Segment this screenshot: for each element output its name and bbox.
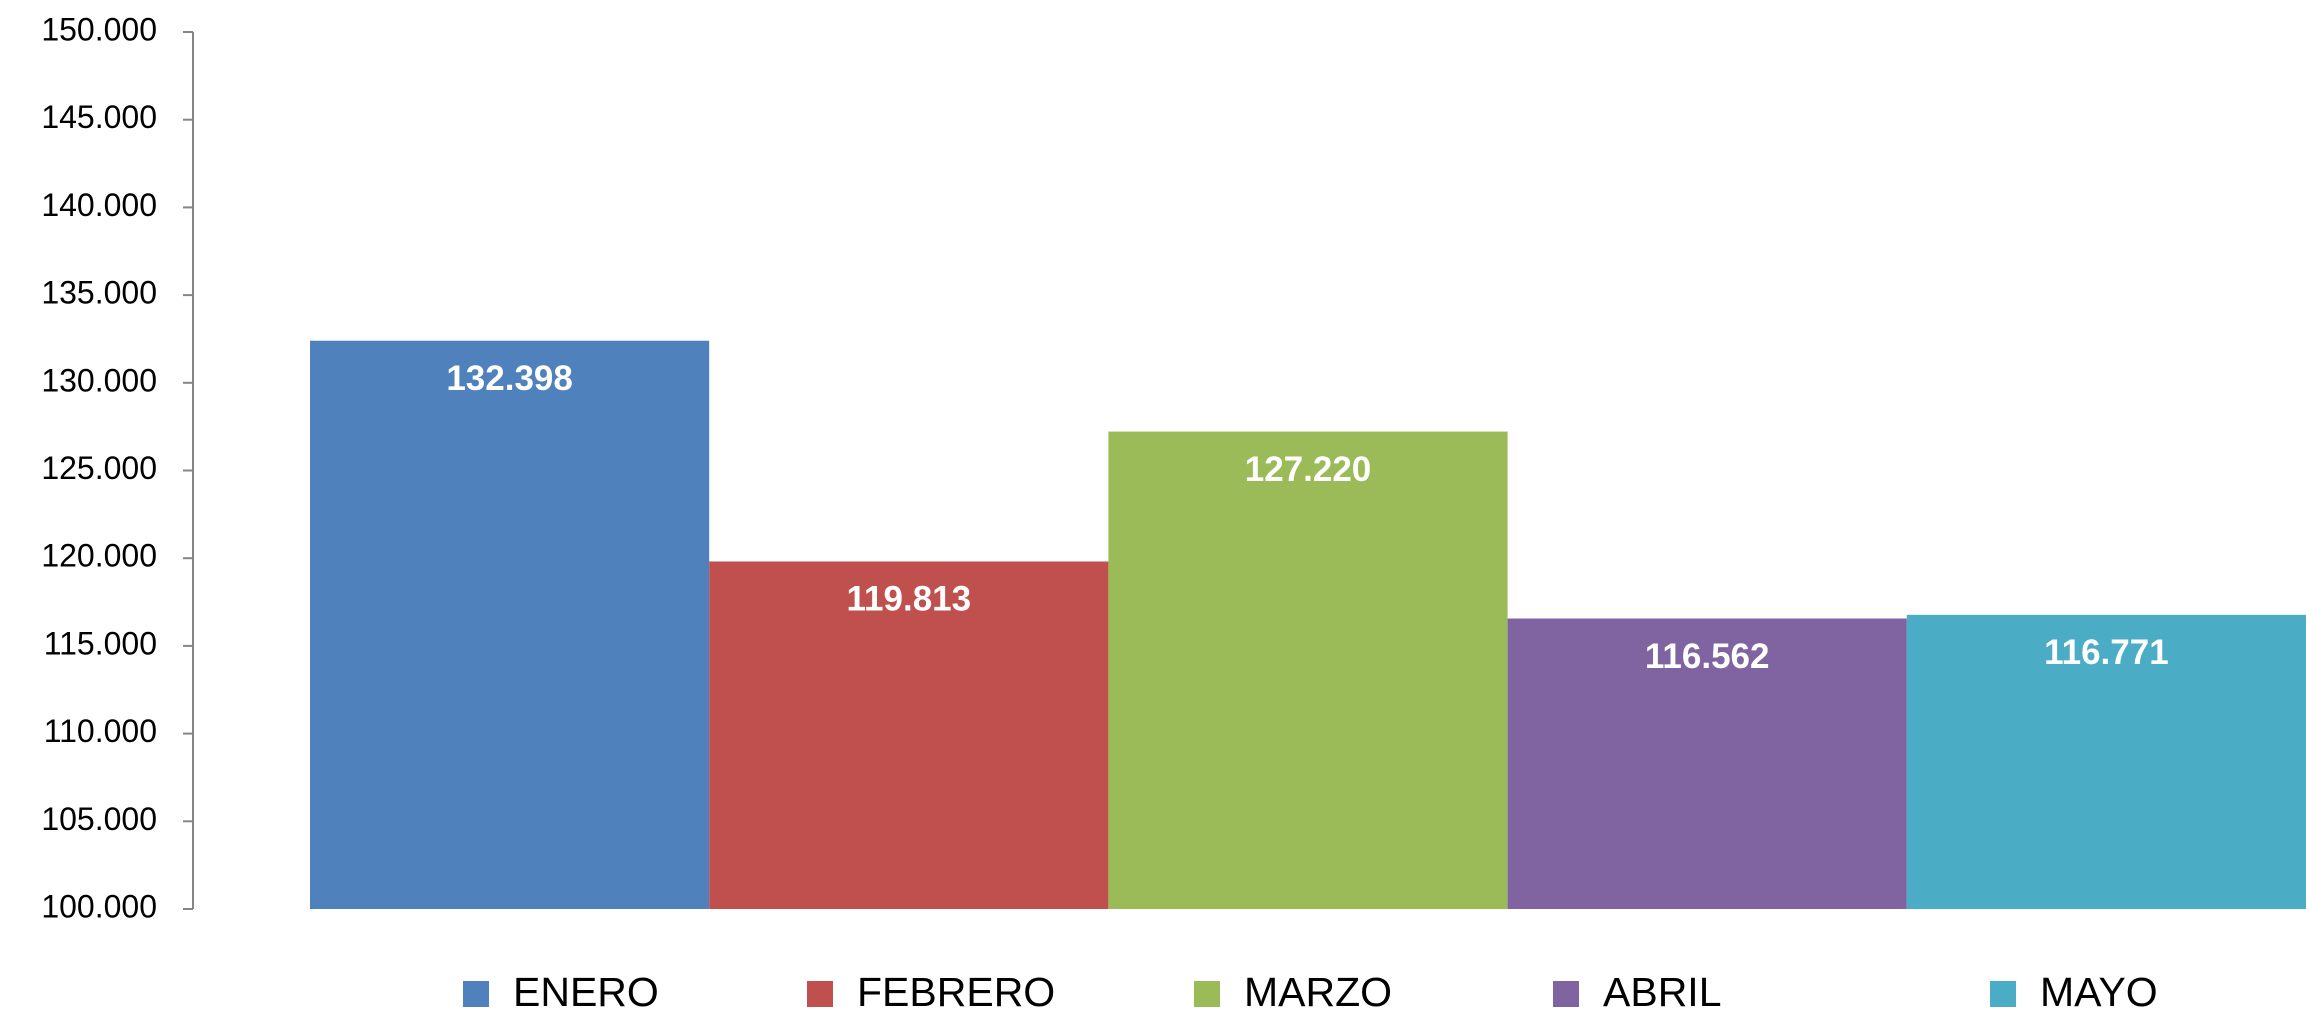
bar (1507, 618, 1907, 909)
bar (1906, 614, 2306, 909)
y-tick-label: 115.000 (44, 625, 157, 661)
data-label: 127.220 (1245, 450, 1372, 489)
data-label: 116.771 (2044, 633, 2169, 672)
y-tick-label: 105.000 (41, 801, 157, 837)
legend-label: MAYO (2040, 969, 2158, 1015)
bar (310, 340, 710, 909)
y-tick-label: 145.000 (41, 99, 157, 135)
legend-swatch (463, 981, 489, 1007)
y-tick-label: 130.000 (41, 362, 157, 398)
bar (1108, 431, 1508, 909)
y-tick-label: 150.000 (41, 11, 157, 47)
legend-label: FEBRERO (857, 969, 1055, 1015)
y-tick-label: 135.000 (41, 275, 157, 311)
legend-swatch (1553, 981, 1579, 1007)
data-label: 132.398 (446, 359, 573, 398)
legend-swatch (1194, 981, 1220, 1007)
legend-swatch (1990, 981, 2016, 1007)
legend-swatch (807, 981, 833, 1007)
data-label: 116.562 (1645, 637, 1770, 676)
y-tick-label: 120.000 (41, 538, 157, 574)
y-tick-label: 110.000 (44, 713, 157, 749)
legend-label: ABRIL (1603, 969, 1722, 1015)
y-tick-label: 100.000 (41, 888, 157, 924)
y-tick-label: 140.000 (41, 187, 157, 223)
legend-label: MARZO (1244, 969, 1392, 1015)
legend-label: ENERO (513, 969, 659, 1015)
data-label: 119.813 (847, 580, 972, 619)
bar (709, 561, 1109, 909)
y-tick-label: 125.000 (41, 450, 157, 486)
